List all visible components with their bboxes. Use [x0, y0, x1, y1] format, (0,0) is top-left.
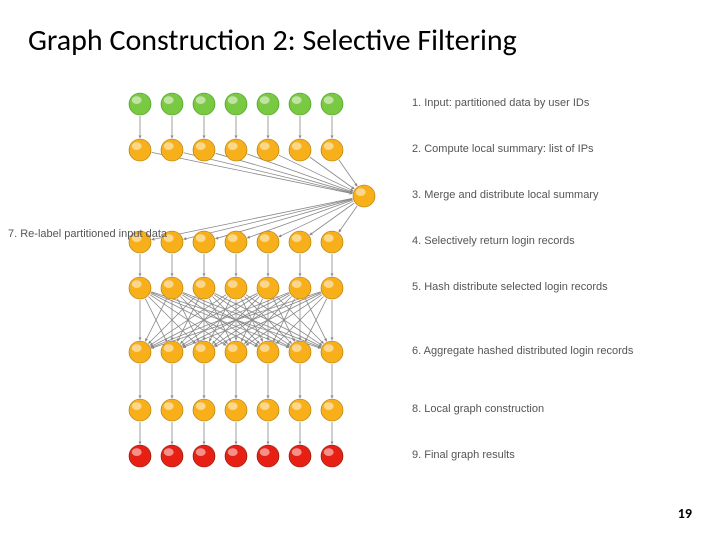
row-label: 6. Aggregate hashed distributed login re… [412, 345, 712, 357]
row-label: 9. Final graph results [412, 449, 712, 461]
row-label: 2. Compute local summary: list of IPs [412, 143, 712, 155]
slide: Graph Construction 2: Selective Filterin… [0, 0, 720, 540]
row-label: 4. Selectively return login records [412, 235, 712, 247]
row-label: 1. Input: partitioned data by user IDs [412, 97, 712, 109]
page-number: 19 [678, 505, 692, 522]
left-label-7: 7. Re-label partitioned input data [8, 228, 218, 240]
diagram-svg [98, 88, 408, 478]
row-label: 3. Merge and distribute local summary [412, 189, 712, 201]
row-label: 5. Hash distribute selected login record… [412, 281, 712, 293]
page-title: Graph Construction 2: Selective Filterin… [28, 22, 517, 59]
flow-diagram [98, 88, 408, 473]
row-label: 8. Local graph construction [412, 403, 712, 415]
left-label-text: 7. Re-label partitioned input data [8, 228, 167, 240]
